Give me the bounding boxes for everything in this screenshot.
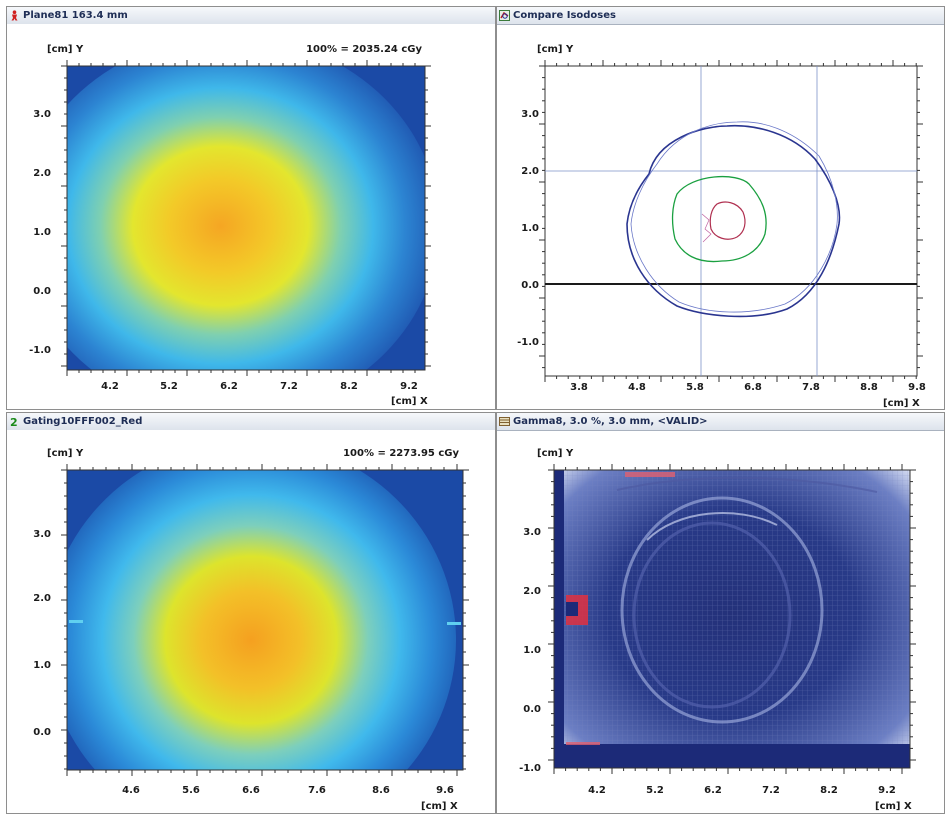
x-tick-label: 5.2 [646,785,664,796]
x-axis-label: [cm] X [883,398,920,409]
gating-dose-plot[interactable]: [cm] Y [cm] X 100% = 2273.95 cGy 4.6 5.6… [7,430,495,813]
x-tick-label: 9.6 [436,785,454,796]
y-tick-label: -1.0 [29,345,51,356]
gamma-titlebar[interactable]: Gamma8, 3.0 %, 3.0 mm, <VALID> [497,413,944,431]
y-axis-label: [cm] Y [537,44,574,55]
y-tick-label: 2.0 [523,586,541,597]
x-tick-label: 8.8 [860,382,878,393]
x-tick-label: 7.2 [762,785,780,796]
dose-plane-titlebar[interactable]: Plane81 163.4 mm [7,7,495,25]
x-tick-label: 4.6 [122,785,140,796]
x-tick-label: 4.2 [101,381,119,392]
y-tick-label: 2.0 [33,593,51,604]
x-tick-label: 5.2 [160,381,178,392]
dose-plane-panel[interactable]: Plane81 163.4 mm [cm] Y [cm] X 100% = 20… [6,6,496,410]
x-tick-label: 7.8 [802,382,820,393]
grid-lines [545,66,917,376]
dose-plane-axes [61,60,431,376]
gating-dose-panel[interactable]: 2 Gating10FFF002_Red [cm] Y [cm] X 1 [6,412,496,814]
y-tick-label: -1.0 [519,763,541,774]
dose-normalization-label: 100% = 2273.95 cGy [343,448,459,459]
y-tick-label: 0.0 [33,727,51,738]
x-axis-label: [cm] X [875,801,912,812]
x-tick-label: 9.2 [878,785,896,796]
y-tick-label: 3.0 [33,109,51,120]
gamma-grid-icon [499,417,510,426]
y-tick-label: 2.0 [521,166,539,177]
x-tick-label: 4.2 [588,785,606,796]
gating-dose-axes [61,464,469,776]
red-figure-icon [11,10,18,21]
compare-isodoses-plot[interactable]: [cm] Y [cm] X 3.8 4.8 5.8 6.8 7.8 8.8 9.… [497,24,944,409]
x-tick-label: 5.6 [182,785,200,796]
x-tick-label: 8.2 [340,381,358,392]
isodose-line-inner [709,201,746,240]
dose-map-distribution [46,440,456,813]
y-axis-label: [cm] Y [537,448,574,459]
compare-isodoses-title: Compare Isodoses [513,10,616,21]
y-tick-label: 0.0 [33,286,51,297]
gamma-plot[interactable]: [cm] Y [cm] X 4.2 5.2 6.2 7.2 8.2 9.2 3.… [497,430,944,813]
green-number-2-icon: 2 [10,416,18,427]
y-tick-label: 3.0 [521,109,539,120]
y-tick-label: 3.0 [523,527,541,538]
x-tick-label: 5.8 [686,382,704,393]
y-tick-label: 2.0 [33,168,51,179]
x-tick-label: 6.6 [242,785,260,796]
x-tick-label: 8.2 [820,785,838,796]
x-tick-label: 8.6 [372,785,390,796]
compare-isodoses-axes [539,60,923,382]
y-tick-label: 1.0 [521,223,539,234]
compare-isodoses-titlebar[interactable]: Compare Isodoses [497,7,944,25]
dose-plane-plot[interactable]: [cm] Y [cm] X 100% = 2035.24 cGy 4.2 5.2… [7,24,495,409]
svg-text:2: 2 [10,416,18,427]
x-tick-label: 9.2 [400,381,418,392]
x-axis-label: [cm] X [391,396,428,407]
x-tick-label: 3.8 [570,382,588,393]
isodose-line-outer-alt [630,121,838,313]
y-tick-label: 0.0 [523,704,541,715]
gamma-title: Gamma8, 3.0 %, 3.0 mm, <VALID> [513,416,708,427]
y-tick-label: 1.0 [33,227,51,238]
x-tick-label: 6.8 [744,382,762,393]
dose-plane-title: Plane81 163.4 mm [23,10,128,21]
x-tick-label: 6.2 [220,381,238,392]
gating-dose-title: Gating10FFF002_Red [23,416,143,427]
x-tick-label: 9.8 [908,382,926,393]
y-axis-label: [cm] Y [47,448,84,459]
isodose-line-mid [671,175,767,263]
gamma-ring [620,496,824,724]
y-tick-label: 0.0 [521,280,539,291]
y-tick-label: 3.0 [33,529,51,540]
x-tick-label: 7.6 [308,785,326,796]
isodose-line-outer [626,124,841,318]
dose-normalization-label: 100% = 2035.24 cGy [306,44,422,55]
dose-map-distribution [19,36,439,409]
gating-dose-titlebar[interactable]: 2 Gating10FFF002_Red [7,413,495,431]
y-tick-label: -1.0 [517,337,539,348]
compare-isodoses-icon [499,10,510,21]
x-tick-label: 4.8 [628,382,646,393]
x-tick-label: 6.2 [704,785,722,796]
x-tick-label: 7.2 [280,381,298,392]
gamma-axes [548,464,916,774]
compare-isodoses-panel[interactable]: Compare Isodoses [cm] Y [cm] X 3.8 4.8 5… [496,6,945,410]
gamma-panel[interactable]: Gamma8, 3.0 %, 3.0 mm, <VALID> [496,412,945,814]
y-axis-label: [cm] Y [47,44,84,55]
y-tick-label: 1.0 [523,645,541,656]
y-tick-label: 1.0 [33,660,51,671]
x-axis-label: [cm] X [421,801,458,812]
